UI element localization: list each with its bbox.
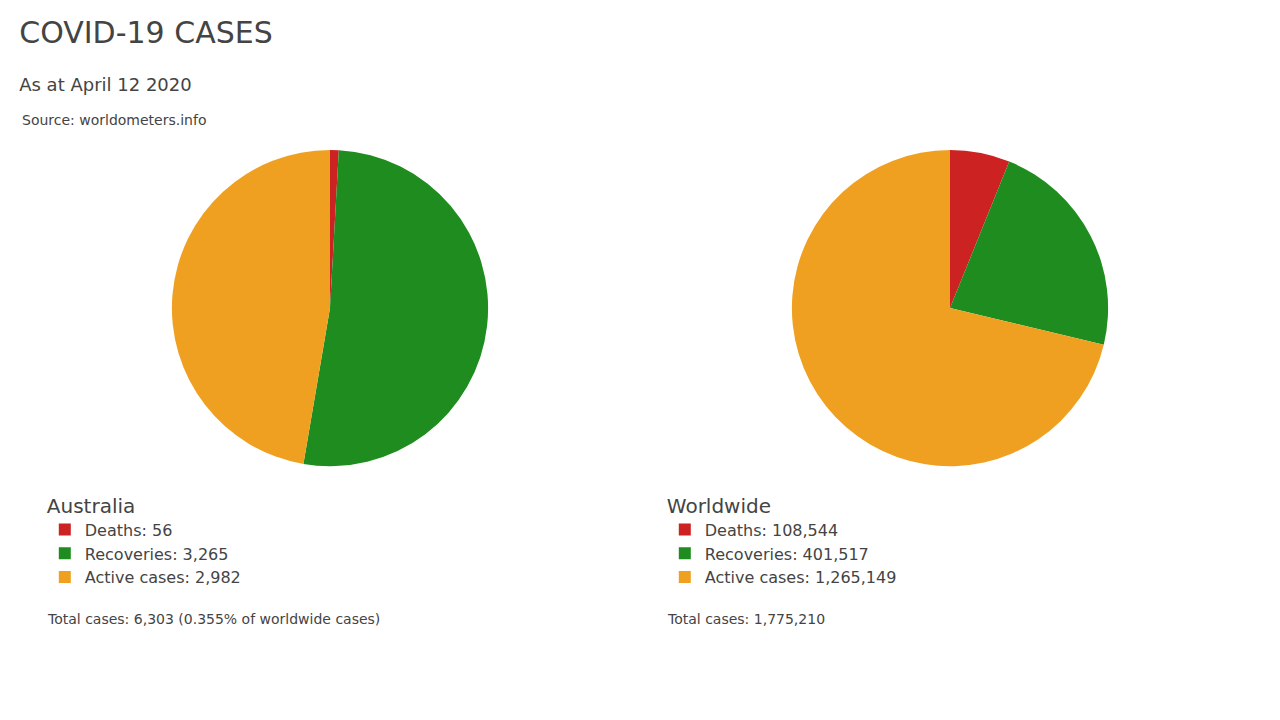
- svg-text:Source: worldometers.info: Source: worldometers.info: [22, 112, 206, 128]
- svg-text:Australia: Australia: [47, 494, 135, 518]
- svg-text:As at April 12 2020: As at April 12 2020: [19, 74, 192, 95]
- svg-text:Active cases: 1,265,149: Active cases: 1,265,149: [705, 568, 897, 587]
- svg-text:COVID-19 CASES: COVID-19 CASES: [19, 15, 273, 50]
- svg-text:Deaths: 56: Deaths: 56: [85, 521, 173, 540]
- svg-text:Recoveries: 401,517: Recoveries: 401,517: [705, 545, 869, 564]
- svg-text:Recoveries: 3,265: Recoveries: 3,265: [85, 545, 229, 564]
- svg-text:Deaths: 108,544: Deaths: 108,544: [705, 521, 838, 540]
- svg-text:Total cases: 6,303 (0.355% of: Total cases: 6,303 (0.355% of worldwide …: [47, 611, 380, 627]
- svg-text:Total cases: 1,775,210: Total cases: 1,775,210: [667, 611, 825, 627]
- svg-text:Worldwide: Worldwide: [667, 494, 771, 518]
- svg-text:Active cases: 2,982: Active cases: 2,982: [85, 568, 241, 587]
